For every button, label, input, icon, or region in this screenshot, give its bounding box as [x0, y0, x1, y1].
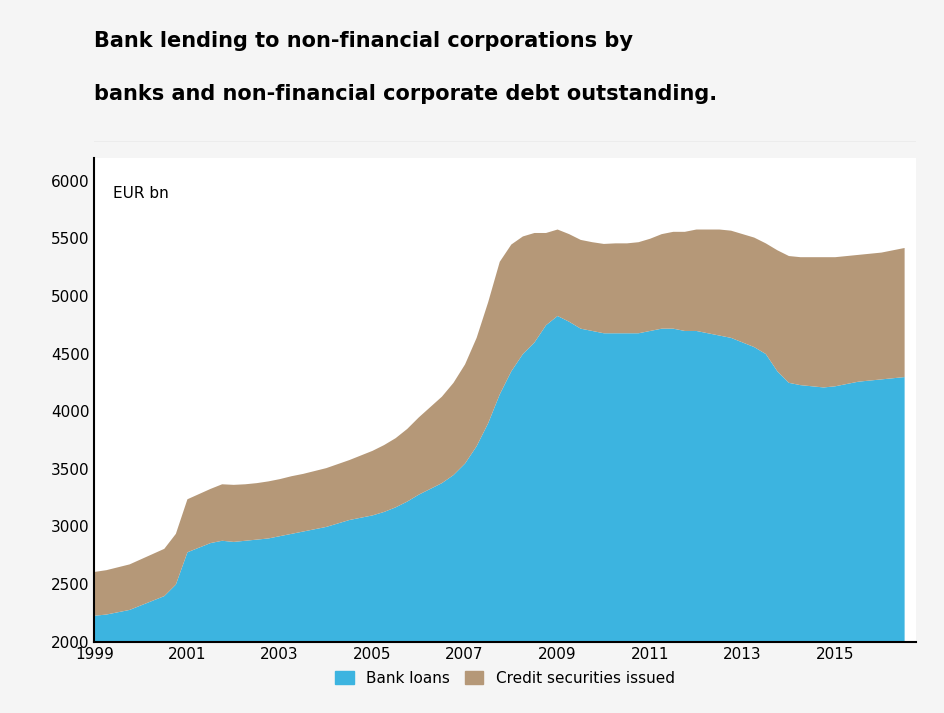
- Text: EUR bn: EUR bn: [113, 186, 169, 201]
- Legend: Bank loans, Credit securities issued: Bank loans, Credit securities issued: [329, 665, 681, 692]
- Text: Bank lending to non-financial corporations by: Bank lending to non-financial corporatio…: [94, 31, 633, 51]
- Text: banks and non-financial corporate debt outstanding.: banks and non-financial corporate debt o…: [94, 84, 717, 104]
